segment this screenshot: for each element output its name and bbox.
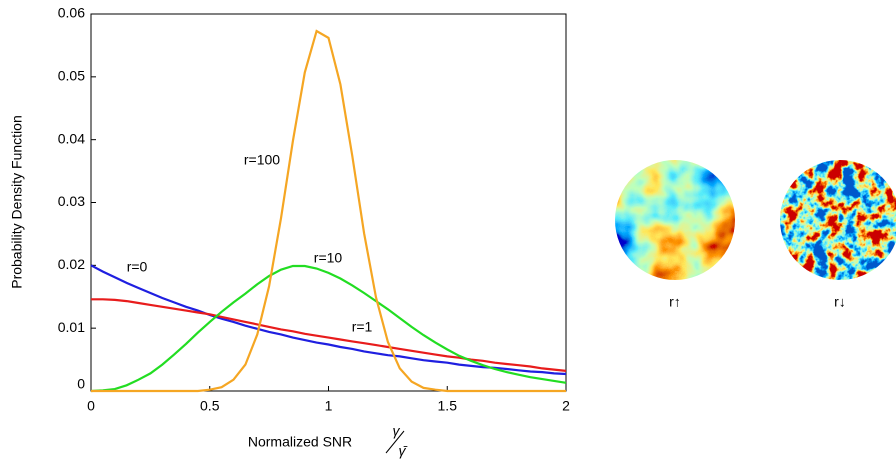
series-line (90, 264, 567, 376)
series-label: r=0 (127, 259, 148, 275)
y-tick-label: 0 (77, 376, 85, 392)
x-axis-label: Normalized SNR (248, 434, 352, 450)
series-label: r=1 (352, 319, 373, 335)
y-tick-label: 0.04 (58, 130, 85, 146)
x-tick-label: 0.5 (200, 398, 220, 414)
y-axis-label: Probability Density Function (9, 115, 25, 289)
series-line (91, 29, 566, 393)
series-line (90, 264, 567, 393)
x-tick-label: 1.5 (438, 398, 458, 414)
x-tick-label: 0 (87, 398, 95, 414)
image-label: r↓ (834, 294, 846, 310)
series-label: r=10 (314, 250, 343, 266)
turbulence-image (615, 160, 735, 280)
x-label-numerator: γ (393, 423, 401, 439)
y-tick-label: 0.03 (58, 193, 85, 209)
turbulence-image (780, 160, 896, 280)
y-tick-label: 0.05 (58, 68, 85, 84)
series-label: r=100 (244, 152, 280, 168)
x-tick-label: 1 (325, 398, 333, 414)
y-tick-label: 0.01 (58, 319, 85, 335)
series-line (91, 298, 567, 372)
plot-frame (90, 13, 567, 392)
y-tick-label: 0.06 (58, 5, 85, 21)
x-label-denominator: γ̄ (399, 443, 408, 459)
x-tick-label: 2 (562, 398, 570, 414)
fraction-slash (385, 430, 405, 454)
y-tick-label: 0.02 (58, 256, 85, 272)
image-label: r↑ (669, 294, 681, 310)
